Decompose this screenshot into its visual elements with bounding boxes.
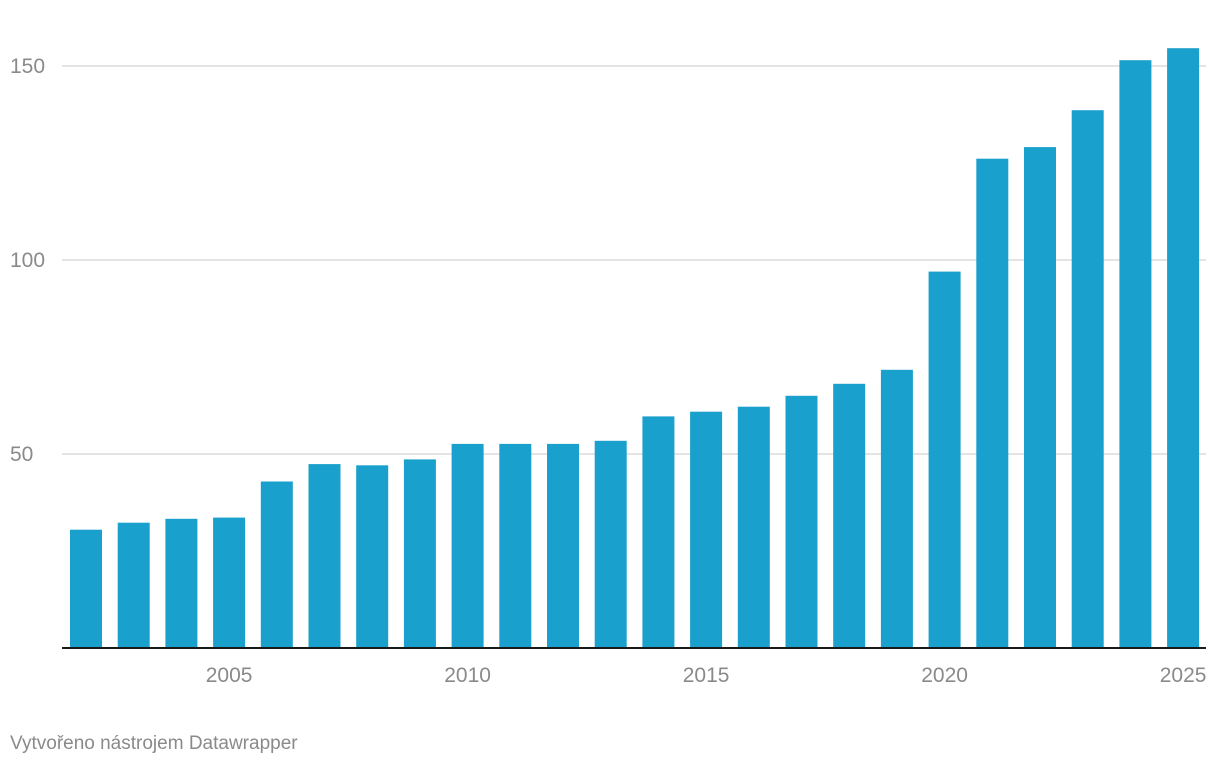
bar-2025 bbox=[1167, 48, 1200, 648]
bar-2022 bbox=[1024, 147, 1056, 648]
bar-2007 bbox=[308, 464, 341, 648]
x-axis-ticks: 2005 2010 2015 2020 2025 bbox=[206, 664, 1207, 687]
y-axis-ticks: 50 100 150 bbox=[10, 55, 45, 466]
credit-text: Vytvořeno nástrojem Datawrapper bbox=[10, 733, 298, 754]
y-tick-label: 50 bbox=[10, 443, 33, 466]
bar-2019 bbox=[880, 369, 913, 648]
bar-2017 bbox=[785, 395, 818, 648]
bar-2003 bbox=[117, 522, 150, 648]
x-tick-label: 2025 bbox=[1160, 664, 1207, 687]
x-tick-label: 2010 bbox=[444, 664, 491, 687]
bar-2020 bbox=[928, 271, 961, 648]
bar-2016 bbox=[737, 406, 770, 648]
x-tick-label: 2015 bbox=[683, 664, 730, 687]
bar-2015 bbox=[690, 411, 723, 648]
bar-2009 bbox=[403, 459, 436, 648]
bar-2018 bbox=[833, 383, 866, 648]
x-tick-label: 2005 bbox=[206, 664, 253, 687]
bar-2012 bbox=[547, 443, 579, 648]
bar-2024 bbox=[1119, 60, 1152, 648]
bar-2002 bbox=[70, 529, 102, 648]
bar-chart: 50 100 150 2005 2010 2015 2020 2025 bbox=[10, 48, 1207, 687]
bar-2011 bbox=[499, 443, 532, 648]
y-tick-label: 100 bbox=[10, 249, 45, 272]
bar-2010 bbox=[451, 443, 484, 648]
bar-2004 bbox=[165, 518, 198, 648]
bar-2005 bbox=[213, 517, 246, 648]
grid-lines bbox=[62, 65, 1206, 455]
bar-2021 bbox=[976, 158, 1009, 648]
bar-2014 bbox=[642, 416, 675, 648]
x-tick-label: 2020 bbox=[921, 664, 968, 687]
bar-2013 bbox=[594, 440, 627, 648]
y-tick-label: 150 bbox=[10, 55, 45, 78]
bar-2006 bbox=[260, 481, 293, 648]
bar-2023 bbox=[1071, 110, 1104, 648]
bars bbox=[70, 48, 1200, 648]
bar-2008 bbox=[356, 465, 389, 648]
